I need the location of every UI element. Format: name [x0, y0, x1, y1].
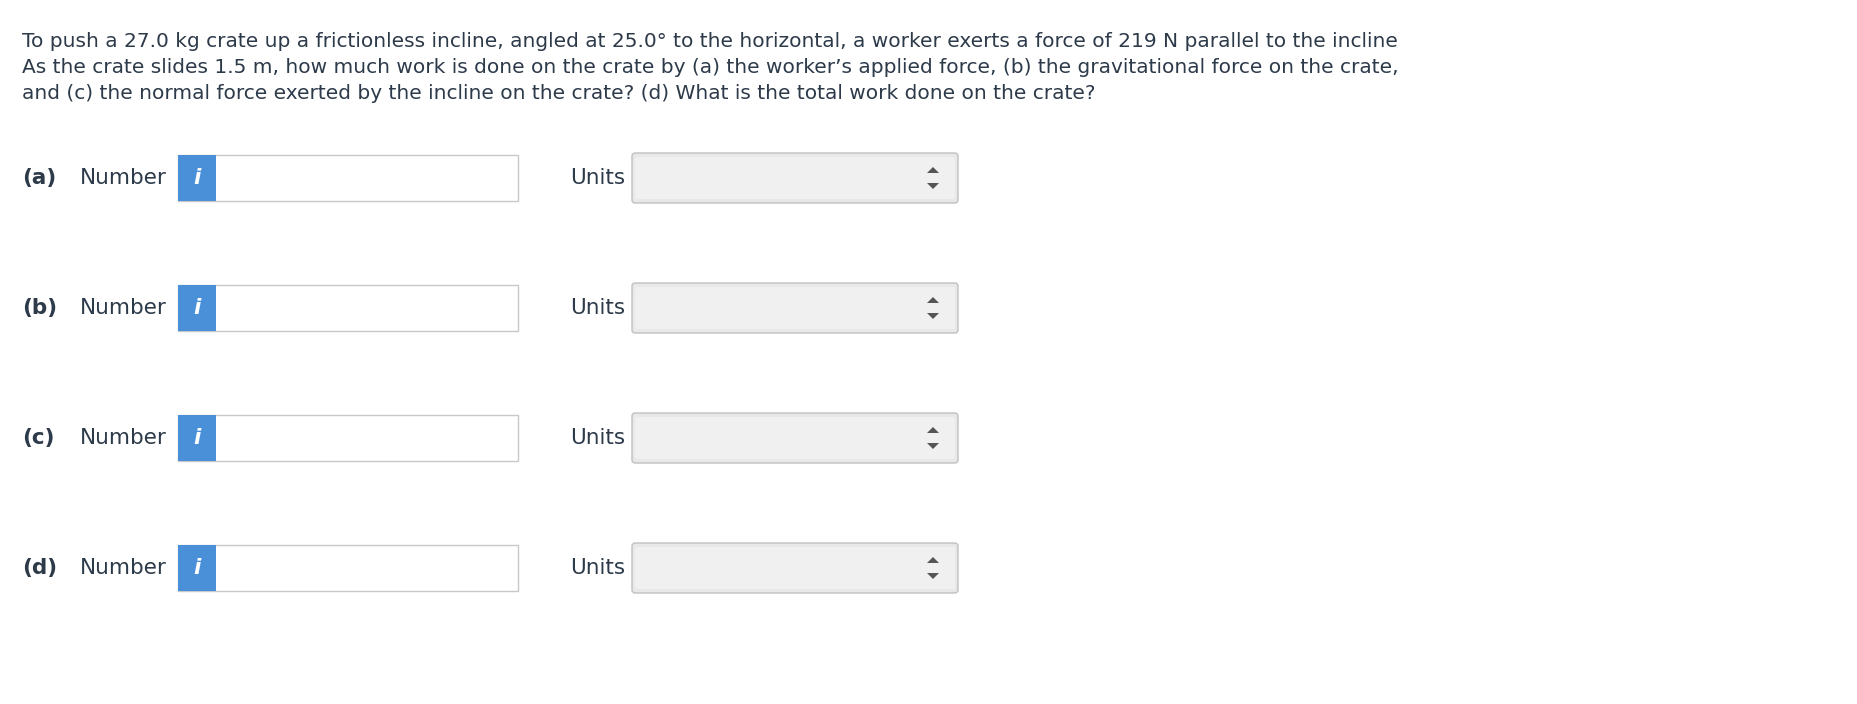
FancyBboxPatch shape	[635, 417, 954, 459]
Polygon shape	[927, 443, 938, 449]
Text: Units: Units	[570, 168, 624, 188]
Bar	[178, 155, 518, 201]
Polygon shape	[927, 167, 938, 173]
Bar	[178, 545, 518, 591]
Text: Units: Units	[570, 558, 624, 578]
Bar	[178, 415, 518, 461]
Text: and (c) the normal force exerted by the incline on the crate? (d) What is the to: and (c) the normal force exerted by the …	[22, 84, 1096, 103]
Text: (c): (c)	[22, 428, 54, 448]
Text: Number: Number	[80, 428, 167, 448]
Text: Number: Number	[80, 168, 167, 188]
FancyBboxPatch shape	[631, 413, 958, 463]
Text: i: i	[193, 298, 201, 318]
Text: (d): (d)	[22, 558, 58, 578]
Bar	[178, 545, 215, 591]
Polygon shape	[927, 557, 938, 563]
FancyBboxPatch shape	[631, 543, 958, 593]
Text: i: i	[193, 558, 201, 578]
Text: i: i	[193, 168, 201, 188]
Text: i: i	[193, 428, 201, 448]
Text: As the crate slides 1.5 m, how much work is done on the crate by (a) the worker’: As the crate slides 1.5 m, how much work…	[22, 58, 1398, 77]
Text: (a): (a)	[22, 168, 56, 188]
Text: Units: Units	[570, 298, 624, 318]
Polygon shape	[927, 297, 938, 303]
Text: Units: Units	[570, 428, 624, 448]
FancyBboxPatch shape	[631, 283, 958, 333]
Bar	[178, 415, 215, 461]
Polygon shape	[927, 313, 938, 319]
Polygon shape	[927, 573, 938, 579]
Bar	[178, 285, 215, 331]
Bar	[178, 285, 518, 331]
FancyBboxPatch shape	[635, 157, 954, 199]
FancyBboxPatch shape	[635, 547, 954, 589]
FancyBboxPatch shape	[631, 153, 958, 203]
Polygon shape	[927, 183, 938, 189]
Text: (b): (b)	[22, 298, 58, 318]
Text: To push a 27.0 kg crate up a frictionless incline, angled at 25.0° to the horizo: To push a 27.0 kg crate up a frictionles…	[22, 32, 1396, 51]
Polygon shape	[927, 427, 938, 433]
Text: Number: Number	[80, 298, 167, 318]
Text: Number: Number	[80, 558, 167, 578]
FancyBboxPatch shape	[635, 287, 954, 329]
Bar	[178, 155, 215, 201]
